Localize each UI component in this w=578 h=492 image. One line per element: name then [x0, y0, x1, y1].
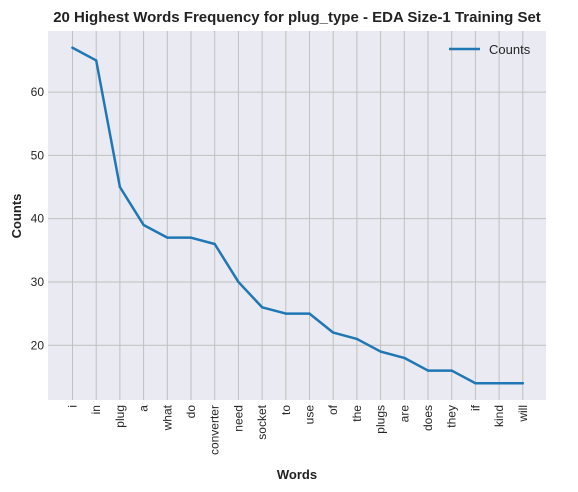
- data-point: [213, 242, 216, 246]
- x-tick-label: use: [303, 405, 317, 425]
- data-point: [118, 185, 122, 189]
- x-tick-label: plug: [113, 405, 127, 428]
- x-tick-label: what: [160, 404, 174, 431]
- data-points: [71, 46, 524, 385]
- data-point: [332, 331, 335, 334]
- y-axis-ticks: 20 30 40 50 60: [31, 85, 45, 352]
- x-axis-label: Words: [277, 467, 317, 482]
- y-tick-label: 40: [31, 212, 45, 226]
- x-tick-label: need: [231, 405, 245, 432]
- data-point: [260, 306, 264, 309]
- x-tick-label: a: [137, 405, 151, 412]
- y-tick-label: 30: [31, 275, 45, 289]
- data-point: [403, 356, 406, 360]
- x-tick-label: do: [184, 405, 198, 419]
- data-point: [71, 46, 74, 49]
- y-tick-label: 50: [31, 148, 45, 162]
- data-point: [450, 369, 453, 372]
- data-point: [166, 236, 169, 239]
- data-point: [284, 312, 287, 315]
- x-tick-label: of: [326, 404, 340, 415]
- x-tick-label: i: [66, 405, 80, 408]
- y-tick-label: 20: [31, 338, 45, 352]
- x-tick-label: if: [468, 404, 482, 411]
- x-axis-ticks: i in plug a what do converter need socket to use of…: [66, 404, 530, 455]
- series-line-counts: [71, 46, 525, 385]
- grid-lines: [48, 31, 546, 400]
- x-tick-label: plugs: [374, 405, 388, 434]
- data-point: [426, 369, 430, 372]
- data-point: [95, 59, 98, 62]
- data-point: [237, 280, 240, 284]
- y-tick-label: 60: [31, 85, 45, 99]
- x-tick-label: kind: [492, 405, 506, 427]
- legend: Counts: [449, 42, 531, 57]
- data-point: [142, 223, 145, 227]
- x-tick-label: socket: [255, 404, 269, 439]
- x-tick-label: the: [350, 405, 364, 422]
- data-point: [379, 350, 382, 353]
- plot-area: [48, 31, 546, 400]
- data-point: [308, 312, 311, 315]
- chart-title: 20 Highest Words Frequency for plug_type…: [53, 9, 541, 26]
- x-tick-label: will: [516, 405, 530, 423]
- data-point: [355, 337, 359, 341]
- data-point: [474, 382, 477, 385]
- x-tick-label: they: [445, 405, 459, 428]
- x-tick-label: converter: [208, 405, 222, 455]
- y-axis-label: Counts: [9, 194, 24, 239]
- data-point: [521, 382, 524, 385]
- data-point: [189, 236, 193, 239]
- x-tick-label: in: [89, 405, 103, 414]
- data-point: [497, 382, 501, 385]
- legend-label-counts: Counts: [489, 42, 531, 57]
- x-tick-label: does: [421, 405, 435, 431]
- x-tick-label: to: [279, 405, 293, 415]
- x-tick-label: are: [397, 405, 411, 423]
